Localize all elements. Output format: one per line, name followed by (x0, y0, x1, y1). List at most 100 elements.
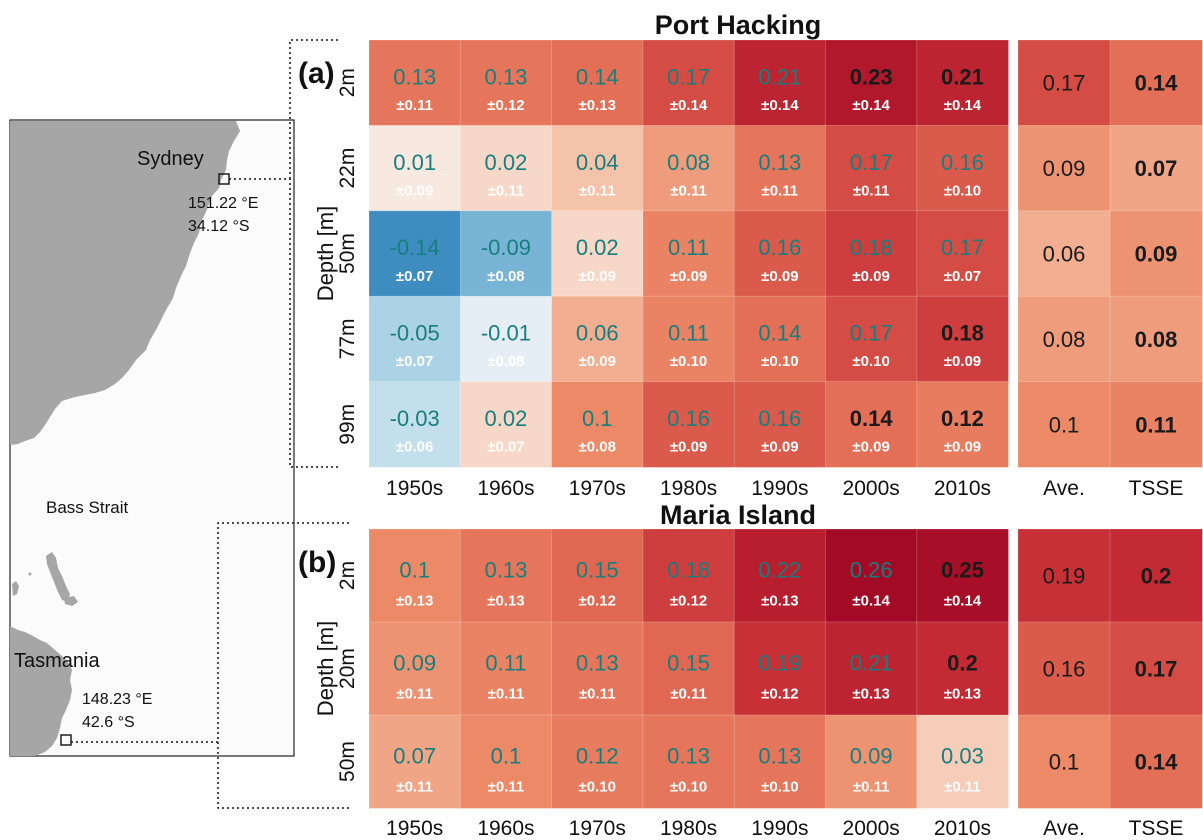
maria-island-heatmap-cell (459, 714, 553, 809)
port-hacking-summary-cell (1017, 381, 1111, 468)
port-hacking-summary-value: 0.1 (1049, 412, 1080, 437)
maria-island-cell-value: 0.19 (758, 650, 801, 675)
port-hacking-cell-uncertainty: ±0.08 (487, 268, 524, 285)
port-hacking-cell-uncertainty: ±0.13 (579, 97, 616, 114)
maria-island-latitude-label: 42.6 °S (82, 714, 135, 731)
port-hacking-heatmap-cell (551, 125, 644, 212)
port-hacking-heatmap-cell (459, 381, 553, 468)
maria-island-title: Maria Island (660, 500, 816, 530)
port-hacking-heatmap-cell (825, 39, 918, 127)
maria-island-cell-value: 0.13 (667, 743, 710, 768)
port-hacking-cell-uncertainty: ±0.08 (579, 439, 616, 456)
port-hacking-panel: Port Hacking (a) Depth [m] 2m 0.13 ±0.11 0.13 ±… (298, 10, 1203, 500)
bass-strait-label: Bass Strait (46, 498, 128, 517)
port-hacking-cell-uncertainty: ±0.09 (944, 439, 981, 456)
maria-island-cell-value: 0.25 (941, 557, 984, 582)
maria-island-heatmap-cell (916, 714, 1009, 809)
maria-island-y-axis-label: Depth [m] (313, 621, 338, 716)
port-hacking-summary-cell (1017, 295, 1111, 383)
port-hacking-summary-value: 0.06 (1043, 242, 1086, 267)
port-hacking-summary-value: 0.08 (1135, 327, 1178, 352)
port-hacking-decade-tick: 1970s (569, 477, 626, 500)
maria-island-cell-uncertainty: ±0.11 (944, 778, 981, 795)
port-hacking-cell-uncertainty: ±0.09 (396, 182, 433, 199)
port-hacking-cell-value: 0.17 (667, 64, 710, 89)
maria-island-cell-value: 0.07 (393, 743, 436, 768)
maria-island-cell-uncertainty: ±0.11 (396, 778, 433, 795)
maria-island-summary-value: 0.19 (1043, 564, 1086, 589)
port-hacking-summary-value: 0.11 (1135, 412, 1177, 437)
maria-island-cell-uncertainty: ±0.13 (761, 592, 798, 609)
port-hacking-cell-uncertainty: ±0.11 (853, 182, 890, 199)
maria-island-decade-tick: 2010s (934, 817, 991, 840)
maria-island-summary-value: 0.17 (1135, 657, 1178, 682)
port-hacking-cell-value: 0.14 (850, 406, 894, 431)
port-hacking-cell-value: 0.18 (850, 235, 893, 260)
port-hacking-heatmap-cell (459, 210, 553, 298)
port-hacking-summary-value: 0.17 (1043, 71, 1086, 96)
port-hacking-heatmap-cell (459, 295, 553, 383)
port-hacking-summary-value: 0.14 (1135, 71, 1179, 96)
port-hacking-heatmap-cell (368, 381, 462, 468)
maria-island-cell-uncertainty: ±0.14 (944, 592, 982, 609)
maria-island-summary-value: 0.14 (1135, 750, 1179, 775)
port-hacking-depth-tick: 2m (336, 68, 359, 97)
port-hacking-depth-tick: 50m (336, 233, 359, 274)
mainland-australia-land (10, 121, 240, 445)
maria-island-cell-value: 0.2 (947, 650, 978, 675)
port-hacking-heatmap-cell (733, 125, 827, 212)
port-hacking-cell-value: 0.21 (758, 64, 801, 89)
port-hacking-cell-uncertainty: ±0.14 (852, 97, 890, 114)
maria-island-cell-uncertainty: ±0.12 (670, 592, 707, 609)
port-hacking-cell-value: 0.02 (485, 406, 528, 431)
maria-island-cell-value: 0.1 (399, 557, 430, 582)
maria-island-panel: Maria Island (b) Depth [m] 2m 0.1 ±0.13 0.13 ±0… (298, 500, 1203, 840)
sydney-label: Sydney (137, 148, 204, 170)
port-hacking-cell-value: 0.18 (941, 321, 984, 346)
maria-island-heatmap-cell (551, 621, 644, 716)
maria-island-cell-value: 0.11 (485, 650, 526, 675)
maria-island-cell-uncertainty: ±0.12 (579, 592, 616, 609)
port-hacking-heatmap-cell (551, 295, 644, 383)
island-dot (28, 572, 32, 576)
port-hacking-heatmap-cell (551, 210, 644, 298)
maria-island-cell-value: 0.12 (576, 743, 619, 768)
port-hacking-heatmap-cell (916, 381, 1009, 468)
maria-island-cell-uncertainty: ±0.10 (761, 778, 798, 795)
maria-island-cell-uncertainty: ±0.10 (579, 778, 616, 795)
port-hacking-heatmap-cell (733, 381, 827, 468)
maria-island-depth-tick: 20m (336, 648, 359, 689)
maria-island-marker (60, 734, 72, 746)
maria-island-heatmap-cell (916, 528, 1009, 623)
port-hacking-cell-uncertainty: ±0.09 (670, 268, 707, 285)
port-hacking-heatmap-cell (642, 210, 736, 298)
port-hacking-summary-value: 0.07 (1135, 156, 1178, 181)
port-hacking-cell-uncertainty: ±0.09 (579, 268, 616, 285)
maria-island-heatmap-cell (733, 528, 827, 623)
maria-island-cell-uncertainty: ±0.11 (670, 685, 707, 702)
port-hacking-heatmap-cell (368, 210, 462, 298)
port-hacking-cell-value: 0.02 (485, 150, 528, 175)
port-hacking-cell-value: -0.05 (390, 321, 440, 346)
maria-island-cell-uncertainty: ±0.12 (761, 685, 798, 702)
port-hacking-cell-uncertainty: ±0.09 (944, 353, 981, 370)
maria-island-cell-value: 0.13 (758, 743, 801, 768)
port-hacking-cell-value: 0.06 (576, 321, 619, 346)
maria-island-summary-cell (1109, 714, 1203, 809)
port-hacking-cell-uncertainty: ±0.07 (396, 268, 433, 285)
port-hacking-cell-value: 0.11 (668, 235, 709, 260)
port-hacking-summary-cell (1109, 39, 1203, 127)
maria-island-heatmap-cell (642, 621, 736, 716)
port-hacking-panel-label: (a) (298, 57, 335, 90)
port-hacking-heatmap-cell (916, 210, 1009, 298)
port-hacking-cell-uncertainty: ±0.11 (488, 182, 525, 199)
port-hacking-cell-uncertainty: ±0.10 (761, 353, 798, 370)
port-hacking-cell-value: 0.16 (758, 406, 801, 431)
port-hacking-cell-value: 0.13 (393, 64, 436, 89)
port-hacking-depth-tick: 22m (336, 148, 359, 189)
port-hacking-cell-uncertainty: ±0.09 (852, 268, 889, 285)
port-hacking-cell-value: 0.23 (850, 64, 893, 89)
port-hacking-summary-tick: TSSE (1129, 477, 1184, 500)
port-hacking-cell-value: 0.04 (576, 150, 619, 175)
port-hacking-depth-tick: 99m (336, 404, 359, 445)
